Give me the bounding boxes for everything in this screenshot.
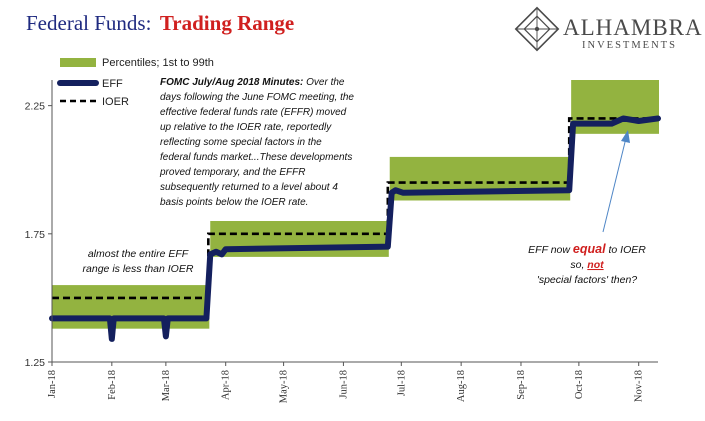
title-part-1: Federal Funds: [26, 11, 151, 35]
x-tick-label: Jan-18 [47, 370, 58, 398]
right-note-equal: equal [573, 242, 606, 256]
right-note-l1c: to IOER [606, 244, 647, 256]
right-note-line-2: so, not [570, 259, 604, 271]
arrow-icon [602, 130, 630, 233]
x-tick-label: Feb-18 [107, 370, 118, 400]
logo-name: ALHAMBRA [563, 15, 703, 40]
y-tick-label: 2.25 [25, 101, 46, 113]
eff-series [49, 115, 661, 342]
fomc-line-4: up relative to the IOER rate, reportedly [160, 122, 332, 133]
y-tick-label: 1.25 [25, 357, 46, 369]
right-note-line-1: EFF now equal to IOER [528, 242, 646, 256]
x-ticks: Jan-18 Feb-18 Mar-18 Apr-18 May-18 Jun-18 Jul-… [47, 362, 645, 403]
fomc-line-1: FOMC July/Aug 2018 Minutes: Over the [160, 77, 345, 88]
fomc-line-9: basis points below the IOER rate. [160, 197, 308, 208]
eff-line [49, 115, 661, 342]
legend-band-label: Percentiles; 1st to 99th [102, 57, 214, 69]
x-tick-label: Apr-18 [221, 370, 232, 400]
alhambra-logo: ALHAMBRA INVESTMENTS [514, 6, 703, 52]
right-note-line-3: 'special factors' then? [537, 274, 637, 286]
fomc-line-2: days following the June FOMC meeting, th… [160, 92, 354, 103]
right-annotation: EFF now equal to IOER so, not 'special f… [528, 130, 646, 286]
legend-eff-label: EFF [102, 78, 123, 90]
logo-sub: INVESTMENTS [582, 40, 677, 51]
diamond-lattice-icon [514, 6, 560, 52]
x-tick-label: Oct-18 [574, 370, 585, 399]
left-note-line-1: almost the entire EFF [88, 248, 189, 260]
x-tick-label: May-18 [279, 370, 290, 403]
y-tick-label: 1.75 [25, 229, 46, 241]
fomc-line-6: federal funds market...These development… [160, 152, 352, 163]
left-annotation: almost the entire EFF range is less than… [83, 248, 194, 275]
legend-band-swatch [60, 58, 96, 67]
right-note-not: not [587, 259, 604, 271]
fomc-line-5: reflecting some special factors in the [160, 137, 322, 148]
right-note-l2a: so, [570, 259, 587, 271]
y-ticks: 1.25 1.75 2.25 [25, 101, 52, 369]
legend: Percentiles; 1st to 99th EFF IOER [57, 57, 214, 108]
x-tick-label: Sep-18 [516, 370, 527, 400]
title-part-2: Trading Range [160, 11, 294, 35]
fomc-line-3: effective federal funds rate (EFFR) move… [160, 107, 347, 118]
x-tick-label: Jun-18 [338, 370, 349, 399]
x-tick-label: Aug-18 [456, 370, 467, 402]
band-segment-1 [52, 285, 210, 329]
x-tick-label: Mar-18 [161, 370, 172, 401]
fomc-head: FOMC July/Aug 2018 Minutes: [160, 77, 303, 88]
fomc-line-1-rest: Over the [303, 77, 345, 88]
fomc-line-7: proved temporary, and the EFFR [159, 167, 305, 178]
x-tick-label: Nov-18 [634, 370, 645, 402]
legend-ioer-label: IOER [102, 96, 129, 108]
right-note-l1a: EFF now [528, 244, 573, 256]
x-tick-label: Jul-18 [396, 370, 407, 396]
chart-title: Federal Funds: Trading Range [26, 11, 294, 35]
fomc-line-8: subsequently returned to a level about 4 [160, 182, 338, 193]
fomc-annotation: FOMC July/Aug 2018 Minutes: Over the day… [159, 77, 354, 208]
left-note-line-2: range is less than IOER [83, 263, 194, 275]
